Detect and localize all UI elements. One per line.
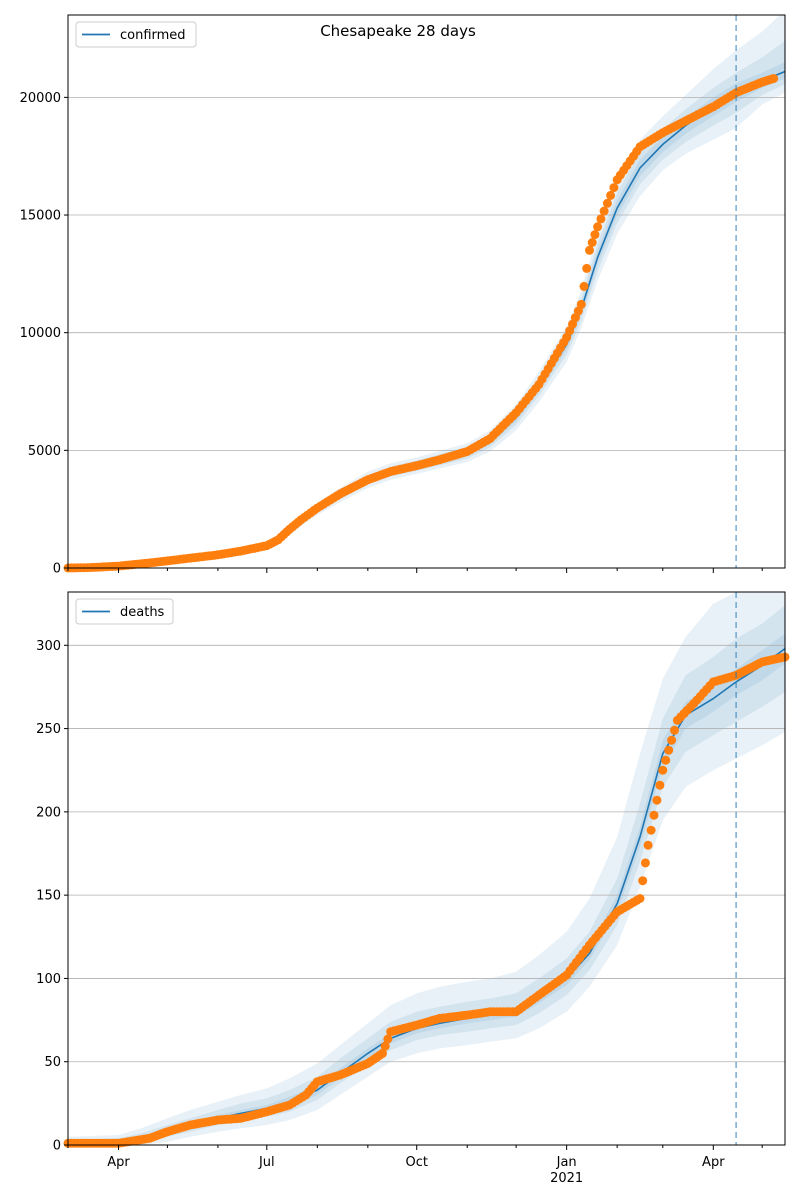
y-tick-label: 200 bbox=[36, 805, 61, 820]
deaths-x-ticks bbox=[67, 1145, 763, 1150]
x-tick-label: Apr bbox=[702, 1155, 725, 1170]
confirmed-x-ticks bbox=[67, 568, 763, 573]
uncertainty-band-2 bbox=[68, 62, 785, 568]
uncertainty-band-1 bbox=[68, 605, 785, 1145]
observed-point bbox=[585, 245, 594, 255]
observed-point bbox=[380, 1041, 390, 1051]
observed-point bbox=[649, 810, 659, 820]
confirmed-gridlines bbox=[68, 96, 785, 451]
observed-point bbox=[655, 780, 665, 790]
uncertainty-band-0 bbox=[68, 592, 785, 1145]
observed-point bbox=[646, 825, 656, 835]
legend-box bbox=[75, 598, 174, 625]
observed-point bbox=[606, 190, 616, 200]
deaths-uncertainty-bands bbox=[68, 592, 785, 1145]
y-tick-label: 15000 bbox=[20, 209, 61, 224]
observed-point bbox=[652, 795, 662, 805]
observed-point bbox=[590, 230, 600, 240]
x-tick-label: Oct bbox=[405, 1155, 427, 1170]
y-tick-label: 0 bbox=[53, 562, 61, 577]
confirmed-panel: 0 5000 10000 15000 20000 confirmed Chesapeak… bbox=[20, 14, 786, 577]
x-tick-label: Apr bbox=[107, 1155, 130, 1170]
y-tick-label: 0 bbox=[53, 1139, 61, 1154]
observed-point bbox=[609, 183, 619, 193]
x-tick-label: Jan bbox=[556, 1155, 577, 1170]
observed-point bbox=[383, 1034, 393, 1044]
deaths-axes-frame bbox=[67, 591, 786, 1146]
confirmed-axes-frame bbox=[67, 14, 786, 569]
y-tick-label: 150 bbox=[36, 889, 61, 904]
observed-point bbox=[596, 214, 606, 224]
observed-point bbox=[602, 198, 612, 208]
observed-point bbox=[640, 858, 650, 868]
observed-point bbox=[769, 74, 779, 84]
observed-point bbox=[670, 725, 679, 735]
deaths-y-ticks: 0 50 100 150 200 250 300 bbox=[36, 639, 68, 1154]
legend-label: confirmed bbox=[120, 28, 186, 43]
x-tick-label: Jul bbox=[258, 1155, 275, 1170]
y-tick-label: 10000 bbox=[20, 326, 61, 341]
y-tick-label: 300 bbox=[36, 639, 61, 654]
deaths-legend: deaths bbox=[75, 598, 174, 625]
legend-label: deaths bbox=[120, 605, 165, 620]
observed-point bbox=[579, 281, 589, 291]
observed-point bbox=[599, 206, 609, 216]
confirmed-y-ticks: 0 5000 10000 15000 20000 bbox=[20, 91, 68, 577]
y-tick-label: 100 bbox=[36, 972, 61, 987]
observed-point bbox=[378, 1048, 387, 1058]
observed-point bbox=[635, 894, 645, 903]
observed-point bbox=[658, 765, 668, 775]
observed-point bbox=[643, 840, 653, 850]
observed-point bbox=[667, 735, 677, 745]
observed-point bbox=[593, 222, 603, 232]
chart-title: Chesapeake 28 days bbox=[320, 22, 476, 40]
year-label: 2021 bbox=[550, 1171, 583, 1186]
x-tick-labels: Apr Jul Oct Jan Apr bbox=[107, 1155, 725, 1170]
observed-point bbox=[664, 745, 674, 755]
deaths-observed-points bbox=[63, 652, 790, 1148]
observed-point bbox=[661, 755, 671, 765]
observed-point bbox=[576, 299, 586, 309]
confirmed-observed-points bbox=[63, 74, 779, 573]
observed-point bbox=[638, 876, 648, 886]
confirmed-legend: confirmed bbox=[75, 21, 197, 48]
observed-point bbox=[582, 263, 592, 273]
uncertainty-band-0 bbox=[68, 15, 785, 568]
deaths-gridlines bbox=[68, 644, 785, 1063]
y-tick-label: 250 bbox=[36, 722, 61, 737]
observed-point bbox=[587, 238, 597, 247]
legend-box bbox=[75, 21, 197, 48]
y-tick-label: 5000 bbox=[28, 444, 61, 459]
y-tick-label: 20000 bbox=[20, 91, 61, 106]
y-tick-label: 50 bbox=[44, 1055, 61, 1070]
